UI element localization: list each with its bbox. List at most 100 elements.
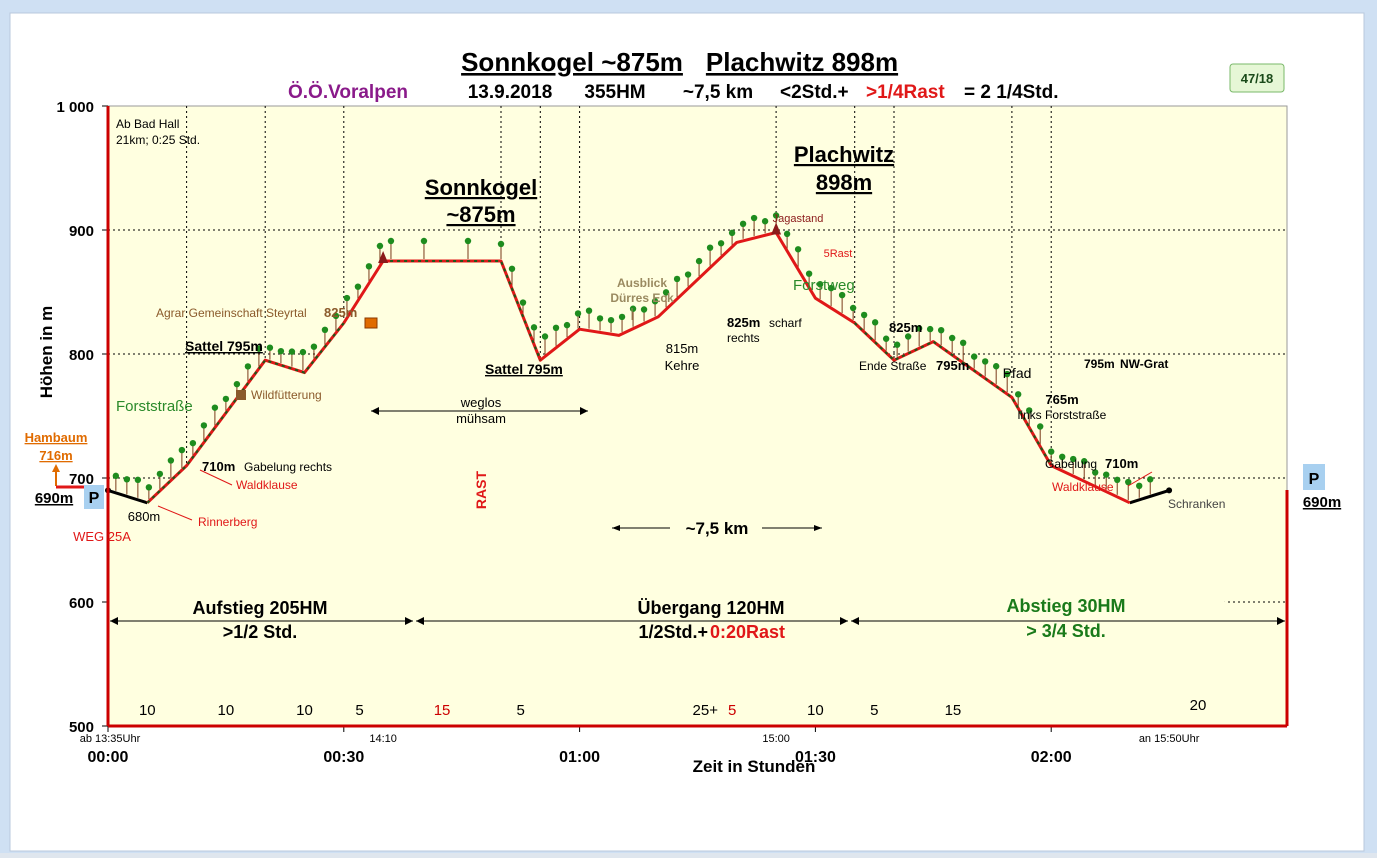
window-scrollbar[interactable] (0, 853, 1377, 858)
tree-icon (1103, 471, 1110, 478)
sattel1-label: Sattel 795m (185, 338, 263, 354)
tree-icon (684, 271, 692, 278)
tree-icon (629, 305, 637, 312)
waldklause-pointer (199, 469, 233, 486)
schranken-label: Schranken (1168, 497, 1225, 511)
tree-icon (189, 439, 197, 447)
gabelung-rechts: Gabelung rechts (244, 460, 332, 474)
tree-icon (200, 422, 208, 429)
forest-path-overlay (854, 322, 1053, 467)
profile-trail-line (146, 231, 1131, 505)
tree-icon (1114, 476, 1121, 484)
distance-mid-label: ~7,5 km (686, 519, 749, 538)
ende-strasse-height: 795m (936, 358, 969, 373)
tree-icon (706, 244, 714, 251)
tree-icon (112, 472, 120, 480)
tree-icon (277, 347, 285, 355)
weglos-arrow-right-icon (580, 407, 588, 415)
tree-icon (1125, 478, 1132, 486)
y-tick-label: 500 (69, 719, 94, 736)
tree-icon (893, 341, 901, 348)
rinnerberg-label: Rinnerberg (198, 515, 257, 529)
tree-icon (750, 214, 758, 222)
hambaum-label: Hambaum (25, 430, 88, 445)
distance-arrow-right-icon (814, 525, 822, 531)
total-time-label: = 2 1/4Std. (964, 82, 1059, 103)
descent-arrow-right-icon (1277, 617, 1285, 625)
agrar-height: 825m (324, 305, 357, 320)
tree-icon (178, 446, 186, 454)
point-815: 815m (666, 341, 699, 356)
segment-duration-label: 5 (870, 702, 878, 719)
tree-icon (871, 319, 879, 326)
tree-icon (959, 339, 967, 347)
tree-icon (266, 344, 274, 351)
tree-icon (563, 321, 571, 329)
tree-icon (222, 395, 230, 403)
tree-icon (651, 298, 659, 305)
tree-icon (299, 348, 307, 356)
section-crossing: Übergang 120HM 1/2Std.+ 0:20Rast (416, 598, 848, 642)
start-info-1: Ab Bad Hall (116, 117, 179, 131)
tree-icon (134, 476, 142, 484)
waldklause-label: Waldklause (236, 478, 298, 492)
tree-icon (233, 380, 241, 388)
point-825b: 825m (889, 320, 922, 335)
tree-icon (1003, 370, 1011, 378)
kehre-label: Kehre (665, 358, 700, 373)
duerres-eck-label: Dürres Eck (610, 291, 674, 305)
weg-label: WEG 25A (73, 529, 131, 544)
segment-label-mixed-a: 25+ (693, 702, 719, 719)
weglos-arrow-left-icon (371, 407, 379, 415)
parking-left-icon (84, 485, 104, 509)
y-tick-label: 700 (69, 471, 94, 488)
tree-icon (1136, 482, 1143, 490)
gabelung2-height: 710m (1105, 456, 1138, 471)
start-height: 690m (35, 490, 73, 507)
tree-icon (1081, 458, 1088, 465)
ascent-arrow-left-icon (110, 617, 118, 625)
tree-icon (882, 335, 890, 342)
segment-duration-label: 15 (945, 702, 962, 719)
tree-icon (607, 316, 615, 324)
tree-icon (981, 358, 989, 365)
ascent-title: Aufstieg 205HM (192, 598, 327, 618)
tree-icon (376, 242, 384, 250)
tree-icon (904, 333, 912, 340)
x-tick-label: 00:30 (323, 749, 364, 766)
tree-icon (783, 230, 791, 238)
crossing-time: 1/2Std.+ (638, 622, 708, 642)
ascent-time: >1/2 Std. (223, 622, 298, 642)
tree-icon (926, 325, 934, 333)
tree-icon (695, 257, 703, 265)
x-tick-label: 01:30 (795, 749, 836, 766)
tree-icon (618, 313, 626, 321)
start-info-2: 21km; 0:25 Std. (116, 133, 200, 147)
forest-path-overlay (146, 322, 345, 504)
tree-icon (1014, 391, 1022, 398)
time-label: <2Std.+ (780, 82, 849, 103)
road-segment-end (1129, 488, 1170, 505)
tree-icon (970, 353, 978, 360)
title-plachwitz: Plachwitz 898m (706, 47, 898, 77)
waldklause2-pointer (1127, 471, 1153, 487)
tree-icon (288, 348, 296, 355)
hambaum-arrow-icon (52, 464, 60, 472)
date-label: 13.9.2018 (468, 82, 553, 103)
tree-icon (1025, 407, 1033, 414)
tree-icon (343, 294, 351, 302)
tree-icon (992, 363, 1000, 370)
tree-icon (211, 404, 219, 411)
wildfuetterung-icon (236, 390, 246, 400)
tree-icon (156, 470, 164, 478)
ende-strasse-label: Ende Straße (859, 359, 927, 373)
segment-durations: 10 10 10 5 15 5 10 5 15 (139, 702, 961, 719)
tree-icon (321, 326, 329, 334)
tree-icon (1070, 455, 1077, 463)
rinnerberg-pointer (157, 505, 193, 521)
wildfuetterung-label: Wildfütterung (251, 388, 322, 402)
distance-label: ~7,5 km (683, 82, 753, 103)
axis-ticks: 500 600 700 800 900 1 000 00:00 00:30 01:00 01:30… (56, 99, 1199, 766)
clock-label: 14:10 (369, 733, 397, 745)
